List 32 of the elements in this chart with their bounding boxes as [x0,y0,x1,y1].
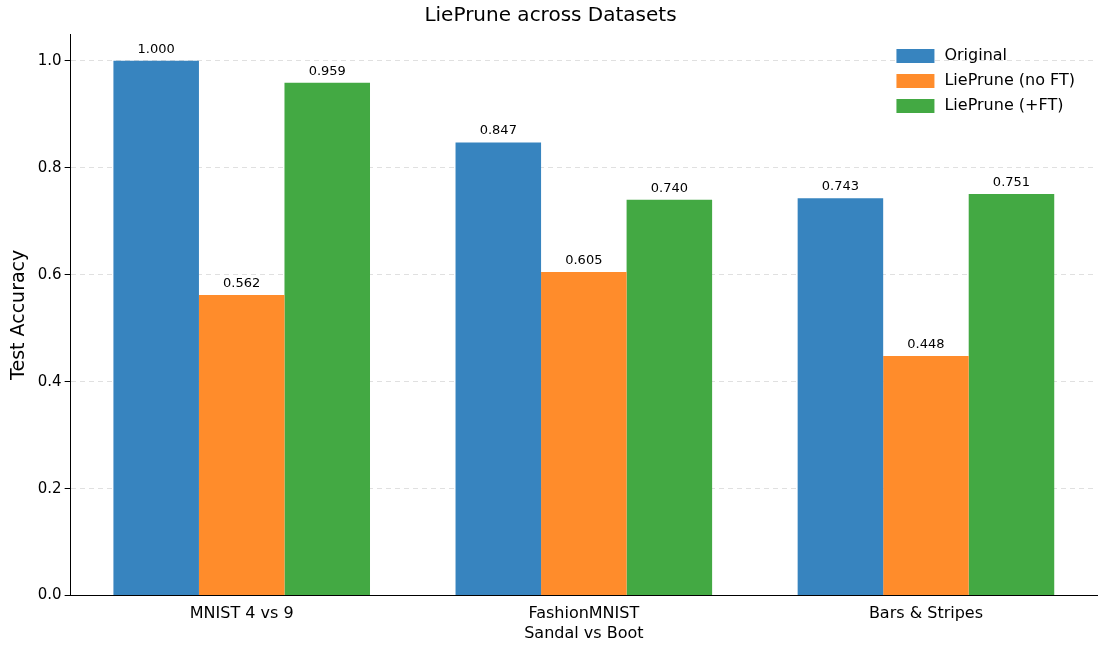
bar [284,82,371,596]
bar [797,198,884,596]
data-label: 0.605 [565,251,603,267]
y-tick-label: 1.0 [37,50,62,69]
data-label: 0.847 [479,122,517,138]
data-label: 0.562 [223,274,261,290]
data-label: 0.959 [308,62,346,78]
y-tick-label: 0.2 [37,478,62,497]
bar [455,142,542,596]
legend-label: LiePrune (no FT) [944,70,1076,90]
y-tick-label: 0.4 [37,371,62,390]
y-tick-label: 0.8 [37,157,62,176]
bar [883,355,969,596]
legend-label: Original [944,45,1008,65]
y-tick-label: 0.6 [37,264,62,283]
bar [626,199,713,596]
x-tick-label: FashionMNIST Sandal vs Boot [524,603,644,642]
bar [968,193,1055,596]
y-tick-label: 0.0 [37,585,62,604]
data-label: 0.743 [821,178,860,194]
legend-label: LiePrune (+FT) [944,95,1064,115]
data-label: 0.751 [992,173,1031,189]
data-label: 0.740 [650,179,688,195]
chart-title: LiePrune across Datasets [424,2,677,27]
bar [541,272,627,596]
data-label: 1.000 [137,40,175,56]
bar [113,60,199,596]
bar [198,295,285,596]
x-tick-label: MNIST 4 vs 9 [189,603,294,623]
y-axis-title: Test Accuracy [6,249,29,381]
x-tick-label: Bars & Stripes [868,603,984,623]
data-label: 0.448 [907,335,945,351]
